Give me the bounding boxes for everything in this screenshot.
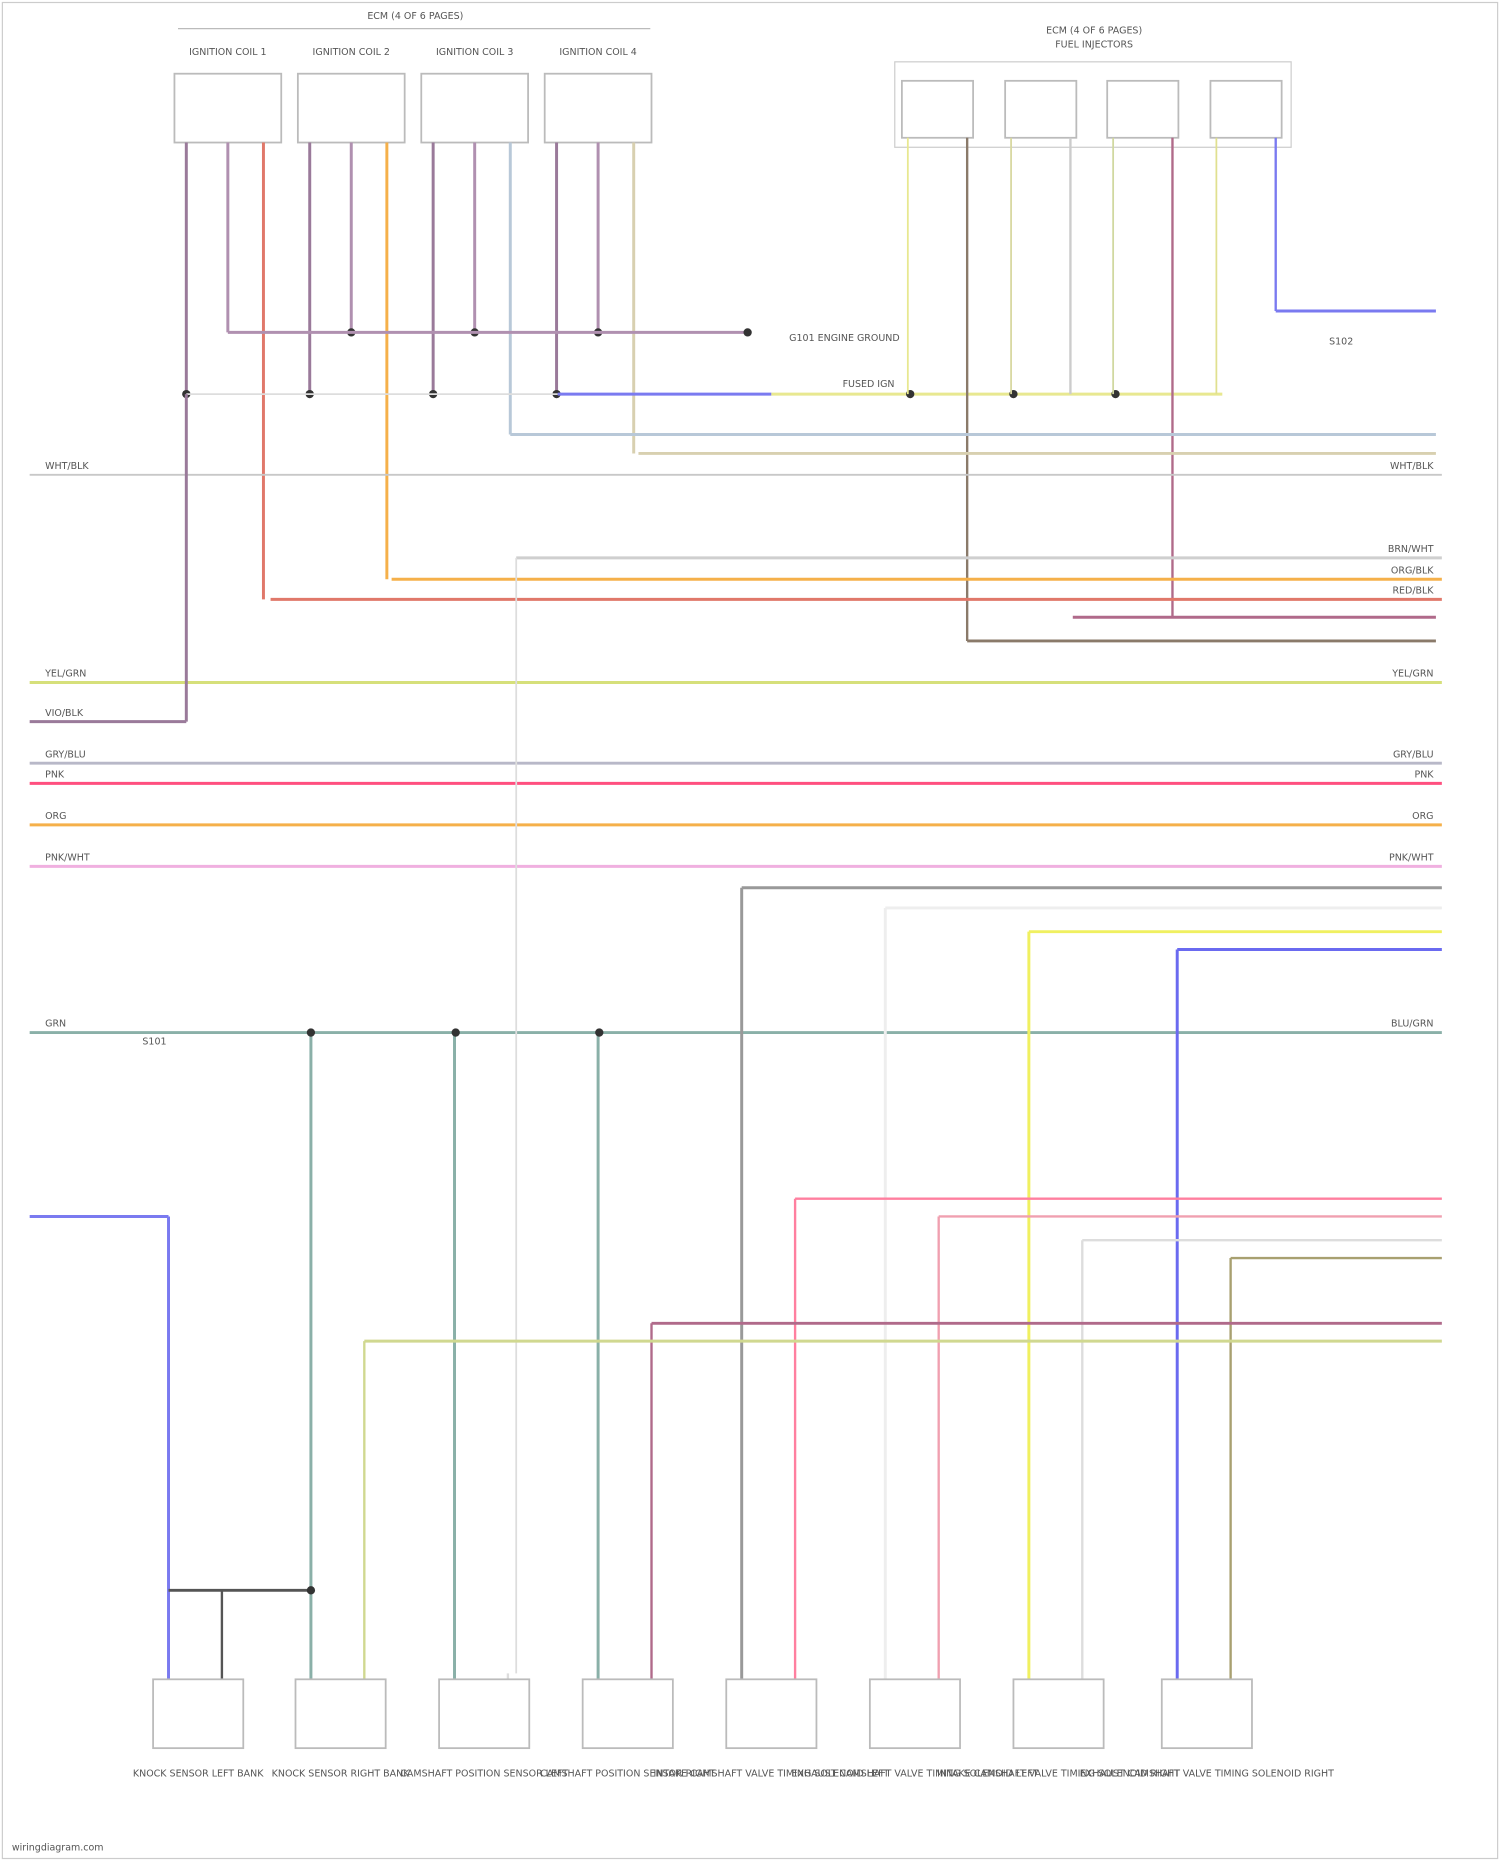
wire-label: BRN/WHT <box>1388 544 1434 555</box>
wire-label: YEL/GRN <box>1391 669 1433 680</box>
connector <box>868 1678 961 1750</box>
connector <box>294 1678 387 1750</box>
splice-label: FUSED IGN <box>843 379 895 390</box>
wire-label: GRY/BLU <box>1393 749 1434 760</box>
splice-label: S101 <box>142 1037 166 1048</box>
wire-label: BLU/GRN <box>1391 1019 1434 1030</box>
group-title: ECM (4 OF 6 PAGES) <box>367 11 463 22</box>
coil <box>173 72 283 144</box>
splice <box>595 1028 604 1037</box>
splice <box>743 328 752 337</box>
wire-label: WHT/BLK <box>45 461 89 472</box>
coil-label: IGNITION COIL 1 <box>189 47 266 58</box>
splice-label: S102 <box>1329 336 1353 347</box>
injector <box>1106 79 1180 139</box>
component-label: KNOCK SENSOR RIGHT BANK <box>272 1769 411 1780</box>
connector <box>725 1678 818 1750</box>
coil-label: IGNITION COIL 3 <box>436 47 513 58</box>
wire-label: WHT/BLK <box>1390 461 1434 472</box>
coil-label: IGNITION COIL 4 <box>559 47 636 58</box>
connector <box>1160 1678 1253 1750</box>
wire-label: PNK/WHT <box>45 853 90 864</box>
coil <box>543 72 653 144</box>
wire-label: ORG <box>1412 811 1433 822</box>
wire-label: RED/BLK <box>1392 586 1434 597</box>
connector <box>581 1678 674 1750</box>
component-label: EXHAUST CAMSHAFT VALVE TIMING SOLENOID L… <box>792 1769 1039 1780</box>
component-label: INTAKE CAMSHAFT VALVE TIMING SOLENOID LE… <box>654 1769 890 1780</box>
wire-label: PNK <box>1414 770 1434 781</box>
splice <box>306 1028 316 1037</box>
connector <box>152 1678 245 1750</box>
wire-label: ORG <box>45 811 66 822</box>
wire-label: PNK/WHT <box>1389 853 1434 864</box>
component-label: CAMSHAFT POSITION SENSOR LEFT <box>400 1769 568 1780</box>
wire-label: GRY/BLU <box>45 749 86 760</box>
wire-label: YEL/GRN <box>44 669 86 680</box>
coil <box>296 72 406 144</box>
coil-label: IGNITION COIL 2 <box>313 47 390 58</box>
wire-label: ORG/BLK <box>1391 565 1434 576</box>
injector <box>1004 79 1078 139</box>
component-label: CAMSHAFT POSITION SENSOR RIGHT <box>540 1769 715 1780</box>
group-title: ECM (4 OF 6 PAGES) <box>1046 25 1142 36</box>
splice <box>451 1028 460 1037</box>
wire-label: VIO/BLK <box>45 708 84 719</box>
splice-label: G101 ENGINE GROUND <box>789 333 900 344</box>
injector <box>1209 79 1283 139</box>
connector <box>438 1678 531 1750</box>
component-label: EXHAUST CAMSHAFT VALVE TIMING SOLENOID R… <box>1080 1769 1334 1780</box>
bracket <box>894 61 1292 148</box>
injector <box>901 79 974 139</box>
splice <box>306 1586 316 1595</box>
connector <box>1012 1678 1105 1750</box>
group-subtitle: FUEL INJECTORS <box>1055 40 1133 51</box>
component-label: KNOCK SENSOR LEFT BANK <box>133 1769 264 1780</box>
coil <box>420 72 529 144</box>
footer: wiringdiagram.com <box>12 1842 104 1853</box>
component-label: INTAKE CAMSHAFT VALVE TIMING SOLENOID RI… <box>937 1769 1180 1780</box>
wire-label: PNK <box>45 770 65 781</box>
wire-label: GRN <box>45 1019 66 1030</box>
